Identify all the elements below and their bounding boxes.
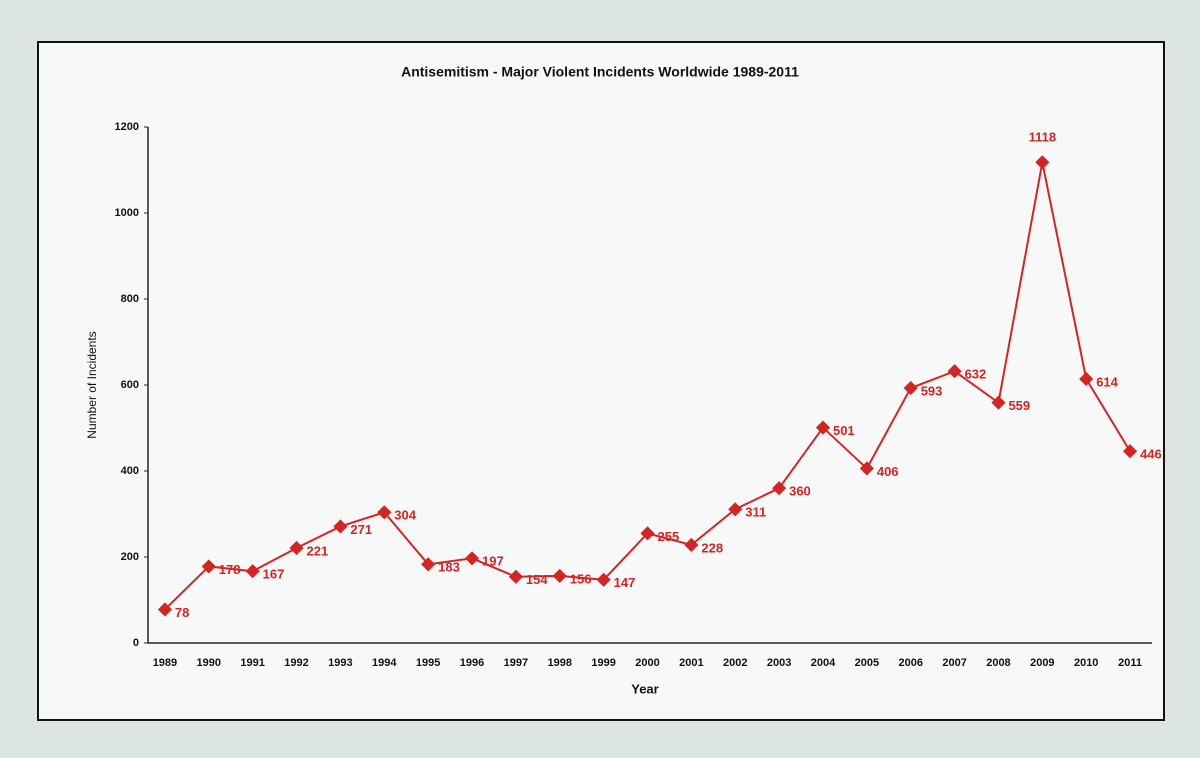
y-tick-label: 800: [121, 293, 139, 305]
data-label: 147: [614, 575, 636, 590]
x-tick-label: 1998: [548, 657, 572, 669]
data-label: 559: [1008, 398, 1030, 413]
data-point: [289, 540, 304, 556]
x-tick-label: 2005: [855, 657, 879, 669]
data-point: [508, 569, 523, 584]
x-tick-label: 1994: [372, 657, 397, 669]
data-label: 446: [1140, 447, 1162, 462]
data-label: 304: [394, 508, 416, 523]
data-label: 221: [307, 543, 329, 558]
data-point: [596, 572, 611, 587]
x-tick-label: 2010: [1074, 657, 1098, 669]
data-point: [859, 461, 874, 476]
data-label: 183: [438, 560, 460, 575]
data-label: 255: [658, 529, 680, 544]
data-label: 501: [833, 423, 855, 438]
chart-title: Antisemitism - Major Violent Incidents W…: [401, 64, 799, 80]
data-point: [1035, 155, 1050, 170]
data-point: [464, 551, 480, 566]
x-tick-label: 1997: [504, 657, 528, 669]
data-point: [552, 568, 567, 583]
x-tick-label: 1993: [328, 657, 352, 669]
data-label: 154: [526, 572, 548, 587]
x-tick-label: 2004: [811, 657, 836, 669]
data-label: 632: [965, 367, 987, 382]
data-point: [772, 481, 787, 496]
x-tick-label: 1989: [153, 657, 177, 669]
x-axis-title: Year: [631, 681, 658, 696]
data-label: 228: [701, 540, 723, 555]
y-tick-label: 1000: [115, 207, 139, 219]
data-label: 156: [570, 571, 592, 586]
x-tick-label: 1999: [591, 657, 615, 669]
x-tick-label: 2008: [986, 657, 1010, 669]
data-label: 1118: [1029, 130, 1057, 145]
x-tick-label: 1992: [284, 657, 308, 669]
data-label: 178: [219, 562, 241, 577]
data-point: [245, 564, 260, 579]
data-label: 593: [921, 383, 943, 398]
data-label: 271: [350, 522, 372, 537]
x-tick-label: 1995: [416, 657, 440, 669]
data-point: [728, 502, 743, 517]
data-label: 311: [745, 505, 766, 520]
x-tick-label: 2003: [767, 657, 791, 669]
x-tick-label: 1990: [197, 657, 221, 669]
x-tick-label: 2011: [1118, 657, 1142, 669]
data-point: [640, 526, 655, 541]
chart-frame: [37, 41, 1165, 721]
data-label: 614: [1096, 374, 1118, 389]
x-tick-label: 2006: [898, 657, 922, 669]
x-tick-label: 2009: [1030, 657, 1054, 669]
x-tick-label: 2001: [679, 657, 703, 669]
x-tick-label: 1991: [240, 657, 264, 669]
data-point: [333, 519, 348, 534]
data-point: [1079, 371, 1094, 387]
data-point: [201, 559, 216, 574]
y-tick-label: 400: [121, 465, 139, 477]
data-label: 78: [175, 605, 189, 620]
data-label: 197: [482, 554, 504, 569]
x-tick-label: 2007: [942, 657, 966, 669]
data-point: [684, 537, 699, 553]
data-label: 167: [263, 567, 285, 582]
data-label: 406: [877, 464, 899, 479]
y-tick-label: 0: [133, 637, 139, 649]
x-tick-label: 1996: [460, 657, 484, 669]
data-point: [991, 395, 1006, 410]
x-tick-label: 2000: [635, 657, 659, 669]
data-point: [377, 505, 392, 520]
data-point: [903, 380, 918, 396]
data-point: [1122, 444, 1138, 459]
y-tick-label: 200: [121, 551, 139, 563]
data-label: 360: [789, 484, 811, 499]
data-point: [947, 364, 962, 379]
y-tick-label: 1200: [115, 121, 139, 133]
data-point: [815, 420, 831, 435]
y-tick-label: 600: [121, 379, 139, 391]
x-tick-label: 2002: [723, 657, 747, 669]
data-point: [421, 557, 436, 572]
data-point: [157, 602, 173, 617]
y-axis-title: Number of Incidents: [85, 331, 99, 438]
